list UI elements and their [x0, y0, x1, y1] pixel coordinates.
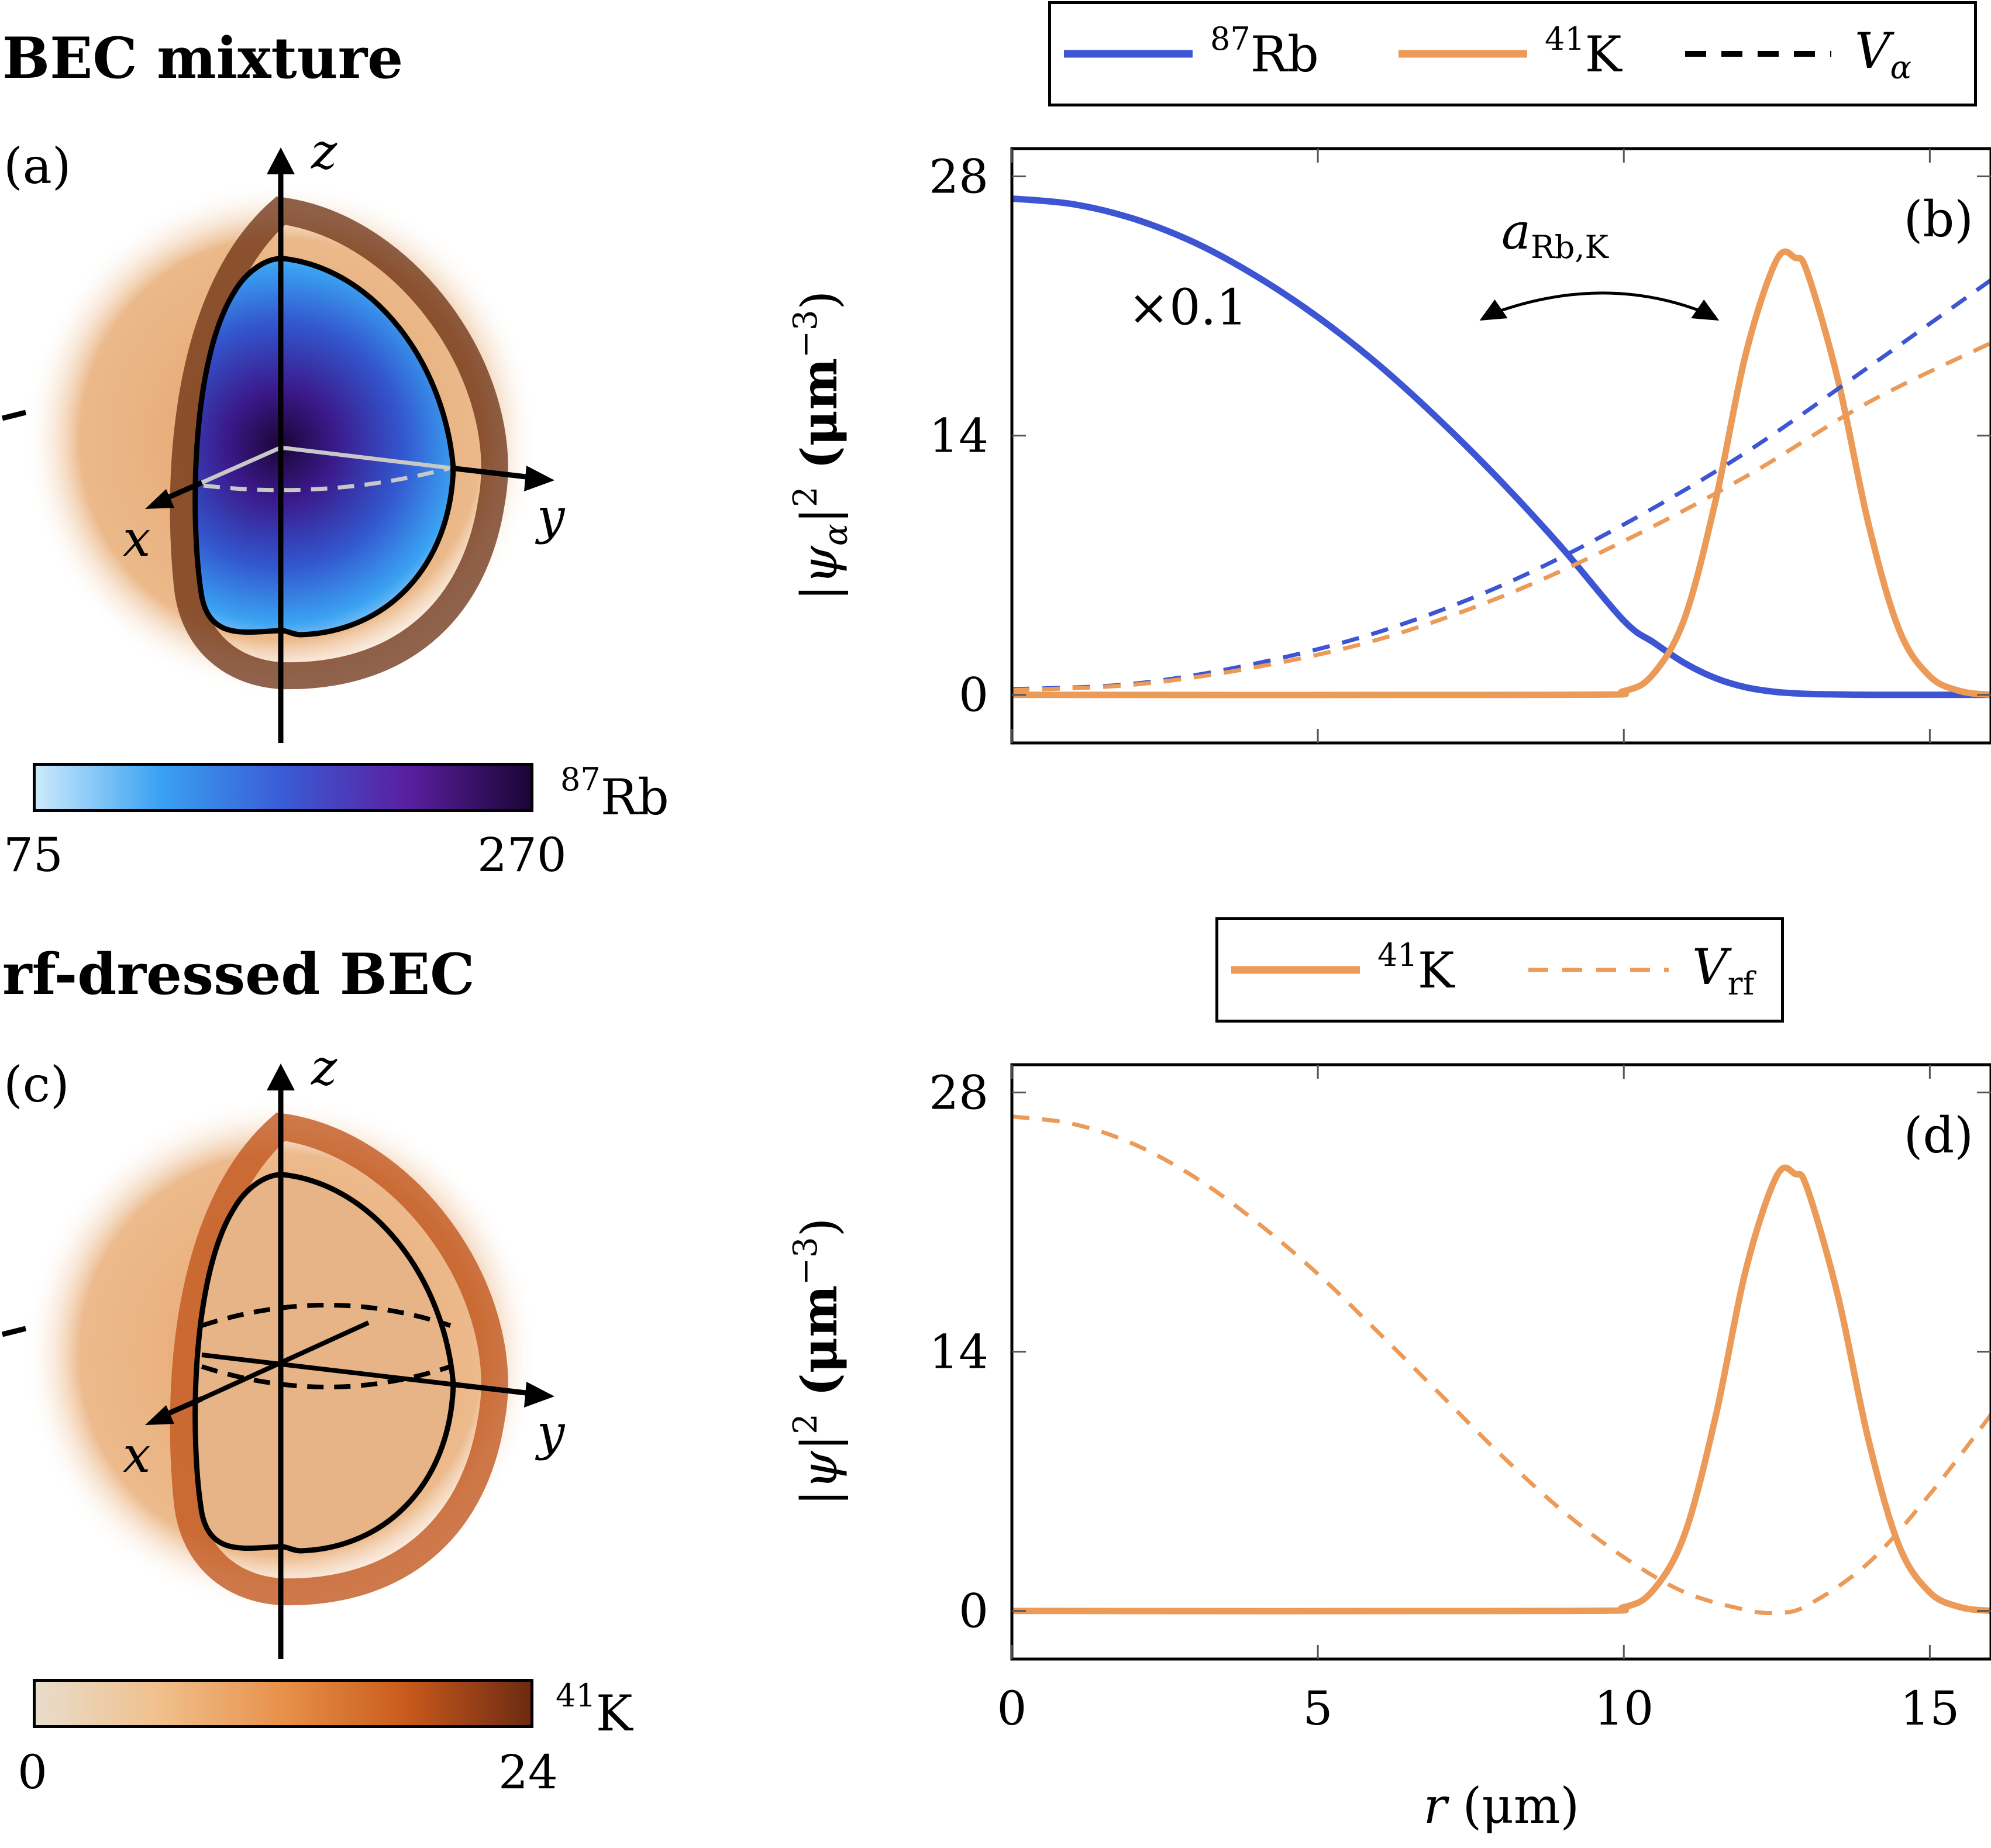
legend-k-bottom-element: K: [1417, 941, 1455, 999]
x-axis-label: r (μm): [1424, 1777, 1580, 1835]
side-tick: [1, 409, 27, 421]
scale-annotation: ×0.1: [1128, 279, 1248, 336]
legend-top: 87Rb 41K Vα: [1048, 1, 1977, 106]
interaction-arrowhead-left: [1479, 300, 1508, 321]
colorbar-rb-element: Rb: [600, 769, 669, 826]
legend-line-k-bottom: [1231, 966, 1360, 974]
legend-item-k-bottom: 41K: [1225, 920, 1454, 1020]
top-heading: BEC mixture: [2, 25, 404, 91]
axis-z-label: z: [311, 123, 337, 180]
panel-label: (d): [1904, 1107, 1973, 1164]
legend-v-alpha-subscript: α: [1890, 49, 1912, 86]
series-line-vk: [1012, 341, 1991, 693]
axis-y-arrowhead: [524, 466, 554, 491]
y-axis-label: |ψ|2 (μm−3): [787, 1218, 848, 1506]
legend-bottom: 41K Vrf: [1215, 917, 1784, 1023]
axis-z-label: z: [311, 1039, 337, 1096]
legend-k-element: K: [1584, 25, 1622, 83]
series-line-41k: [1012, 1164, 1991, 1615]
legend-line-v-rf: [1528, 968, 1669, 972]
chart-panel-d: 0 14 28 0 5 10 15 (d) |ψ|2 (μm−3) r (μm): [787, 1063, 1991, 1835]
plot-frame: [1010, 147, 1991, 745]
interaction-arrow: [1482, 291, 1717, 319]
k-cloud-ring: [170, 1112, 508, 1606]
colorbar-k-max: 24: [498, 1745, 558, 1799]
legend-item-k: 41K: [1393, 4, 1621, 104]
colorbar-k-label: 41K: [556, 1680, 632, 1739]
legend-v-alpha-symbol: V: [1855, 22, 1890, 80]
legend-rb-element: Rb: [1250, 25, 1319, 83]
equator-lower-dashed: [201, 1364, 452, 1389]
y-tick-label: 28: [929, 149, 988, 204]
colorbar-rb-max: 270: [477, 828, 567, 882]
axis-z-arrowhead: [267, 1064, 295, 1090]
panel-a-label: (a): [4, 137, 71, 195]
legend-rb-mass: 87: [1210, 20, 1251, 57]
y-tick-label: 28: [929, 1065, 988, 1120]
side-tick: [1, 1326, 27, 1337]
equator-upper-dashed: [201, 1303, 452, 1328]
series-line-vrf: [1012, 1114, 1991, 1616]
panel-a-density-3d: z x y: [1, 123, 566, 743]
colorbar-rb-label: 87Rb: [560, 764, 669, 823]
axis-x-inner: [201, 1320, 370, 1401]
k-shell-ring: [170, 196, 508, 690]
axis-x-label: x: [123, 1426, 150, 1484]
plot-area: [1012, 195, 1991, 698]
axis-y-label: y: [535, 488, 566, 545]
axis-x-inner: [201, 445, 282, 485]
plot-area: [1012, 1114, 1991, 1616]
legend-line-rb: [1064, 50, 1193, 58]
colorbar-rb: [33, 763, 533, 812]
colorbar-k: [33, 1679, 533, 1728]
legend-line-k: [1398, 50, 1527, 58]
interaction-annotation: aRb,K: [1501, 203, 1609, 266]
axis-x-arrowhead: [145, 1405, 174, 1425]
series-line-41k: [1012, 248, 1991, 698]
axis-y-arrowhead: [524, 1382, 554, 1407]
colorbar-rb-min: 75: [4, 828, 63, 882]
equator-dashed: [203, 466, 451, 493]
colorbar-rb-mass: 87: [560, 761, 601, 798]
x-tick-label: 10: [1594, 1681, 1654, 1736]
y-tick-label: 14: [929, 409, 988, 463]
legend-k-bottom-mass: 41: [1377, 936, 1418, 973]
panel-c-density-3d: z x y: [1, 1039, 566, 1659]
y-tick-label: 0: [959, 1584, 988, 1639]
legend-line-v-alpha: [1685, 51, 1831, 57]
interaction-arrowhead-right: [1691, 300, 1720, 321]
colorbar-k-min: 0: [18, 1745, 47, 1799]
legend-v-rf-subscript: rf: [1727, 965, 1755, 1002]
axis-x-label: x: [123, 510, 150, 567]
axis-y-inner: [280, 445, 451, 470]
legend-item-v-rf: Vrf: [1522, 920, 1754, 1020]
y-axis-label: |ψα|2 (μm−3): [787, 291, 855, 601]
x-tick-label: 5: [1303, 1681, 1333, 1736]
legend-v-rf-symbol: V: [1692, 938, 1728, 996]
legend-k-mass: 41: [1545, 20, 1585, 57]
bottom-heading: rf-dressed BEC: [2, 941, 475, 1007]
colorbar-k-element: K: [595, 1685, 633, 1742]
y-tick-label: 0: [959, 668, 988, 722]
axis-y-inner: [201, 1353, 451, 1386]
x-tick-label: 0: [997, 1681, 1027, 1736]
axis-z-arrowhead: [267, 147, 295, 174]
panel-label: (b): [1904, 191, 1973, 248]
series-line-87rb: [1012, 195, 1991, 698]
plot-frame: [1010, 1063, 1991, 1661]
y-tick-label: 14: [929, 1325, 988, 1379]
x-tick-label: 15: [1900, 1681, 1959, 1736]
legend-item-rb: 87Rb: [1058, 4, 1319, 104]
colorbar-k-mass: 41: [556, 1677, 596, 1714]
axis-y-label: y: [535, 1404, 566, 1461]
panel-c-label: (c): [4, 1056, 70, 1113]
legend-item-v-alpha: Vα: [1679, 4, 1911, 104]
axis-x-arrowhead: [145, 489, 174, 509]
chart-panel-b: 0 14 28 (b) |ψα|2 (μm−3) ×0.1 aRb,K: [787, 147, 1991, 745]
